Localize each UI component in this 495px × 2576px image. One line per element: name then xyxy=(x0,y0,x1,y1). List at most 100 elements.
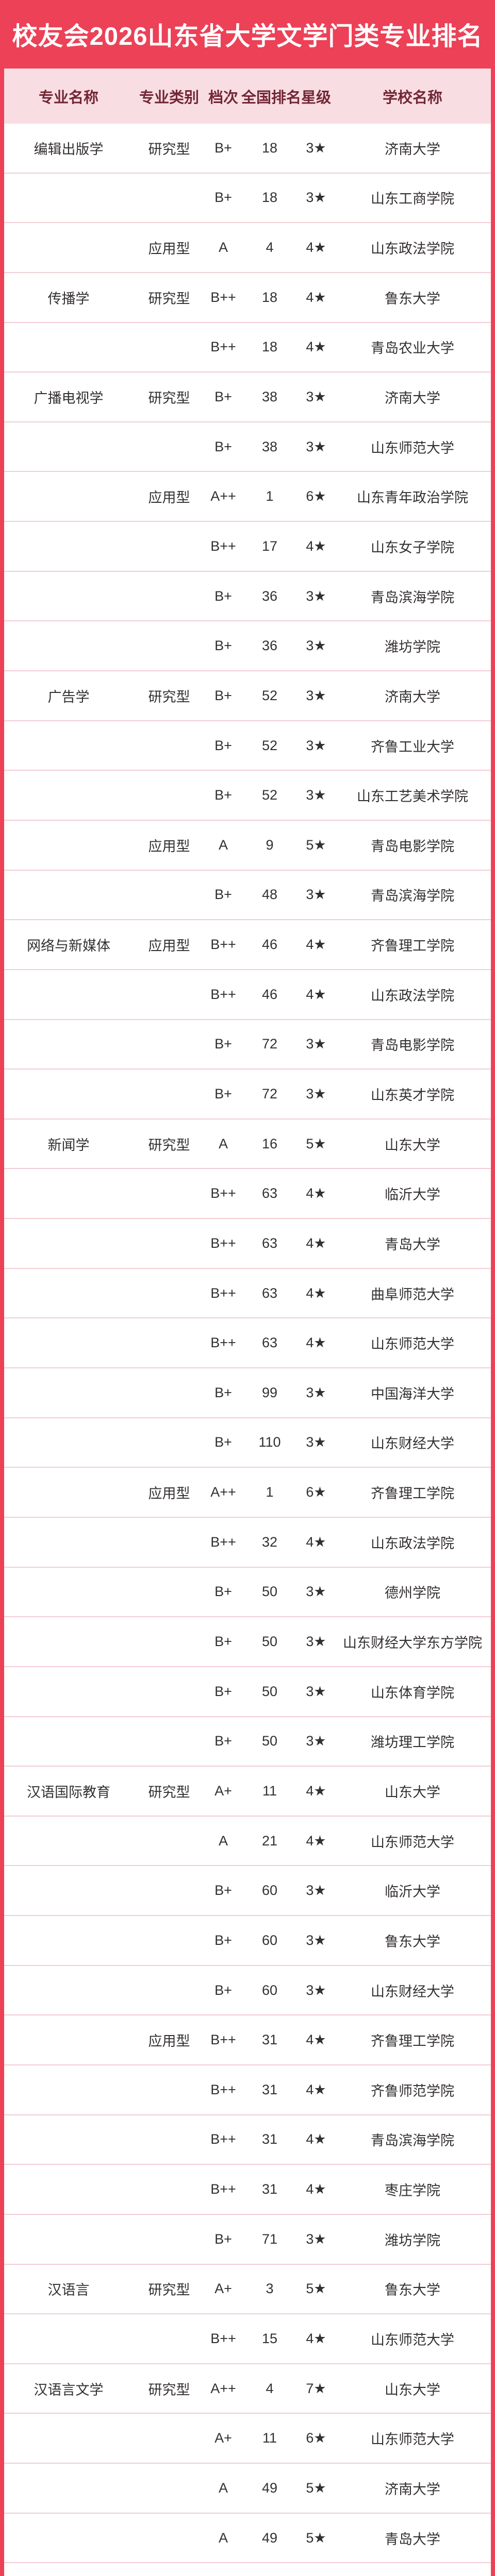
cell-rank: 11 xyxy=(262,2430,277,2446)
cell-type: 应用型 xyxy=(148,938,190,954)
table-row: B++ 32 4★ 山东政法学院 xyxy=(4,1518,491,1568)
cell-stars: 5★ xyxy=(306,2480,326,2496)
cell-rank: 99 xyxy=(261,1384,278,1400)
cell-grade: B+ xyxy=(214,1434,232,1450)
cell-school: 山东政法学院 xyxy=(371,988,454,1004)
cell-grade: A++ xyxy=(210,1484,236,1500)
cell-major: 网络与新媒体 xyxy=(27,938,110,954)
cell-stars: 3★ xyxy=(306,140,326,156)
table-row: B+ 72 3★ 青岛电影学院 xyxy=(4,1020,491,1070)
cell-school: 德州学院 xyxy=(385,1585,440,1601)
cell-stars: 3★ xyxy=(306,389,326,405)
cell-grade: B++ xyxy=(210,1335,236,1351)
cell-stars: 5★ xyxy=(306,837,326,853)
cell-rank: 63 xyxy=(261,1285,278,1301)
cell-rank: 46 xyxy=(261,937,278,953)
cell-stars: 6★ xyxy=(306,488,326,504)
table-body: 编辑出版学 研究型 B+ 18 3★ 济南大学 B+ 18 3★ 山东工商学院 … xyxy=(4,124,491,2576)
cell-grade: B+ xyxy=(214,1634,232,1650)
cell-rank: 4 xyxy=(266,2380,274,2396)
cell-rank: 48 xyxy=(261,887,278,903)
cell-stars: 3★ xyxy=(306,638,326,654)
cell-school: 潍坊学院 xyxy=(385,2232,440,2248)
cell-stars: 6★ xyxy=(306,1484,326,1500)
cell-rank: 31 xyxy=(261,2032,278,2048)
cell-grade: B+ xyxy=(214,1584,232,1600)
cell-major: 传播学 xyxy=(47,291,90,307)
cell-grade: A+ xyxy=(214,1783,232,1799)
cell-school: 青岛滨海学院 xyxy=(371,589,454,605)
cell-rank: 32 xyxy=(261,1534,278,1550)
cell-school: 山东工商学院 xyxy=(371,191,454,207)
cell-school: 齐鲁理工学院 xyxy=(371,1486,454,1502)
cell-grade: B+ xyxy=(214,687,232,703)
cell-school: 青岛滨海学院 xyxy=(371,888,454,904)
cell-stars: 4★ xyxy=(306,1783,326,1799)
cell-type: 应用型 xyxy=(148,241,190,257)
cell-type: 研究型 xyxy=(148,1784,190,1800)
cell-school: 青岛电影学院 xyxy=(371,838,454,854)
cell-stars: 3★ xyxy=(306,438,326,454)
cell-rank: 52 xyxy=(261,787,278,803)
cell-stars: 3★ xyxy=(306,737,326,753)
cell-rank: 18 xyxy=(261,289,278,305)
table-row: 应用型 A 9 5★ 青岛电影学院 xyxy=(4,821,491,871)
cell-stars: 3★ xyxy=(306,1883,326,1899)
cell-rank: 31 xyxy=(261,2181,278,2197)
cell-rank: 31 xyxy=(261,2131,278,2147)
table-row: B+ 60 3★ 山东财经大学 xyxy=(4,1966,491,2016)
cell-grade: A++ xyxy=(210,488,236,504)
table-row: 应用型 A 4 4★ 山东政法学院 xyxy=(4,223,491,273)
cell-stars: 4★ xyxy=(306,240,326,256)
cell-rank: 36 xyxy=(261,588,278,604)
cell-stars: 4★ xyxy=(306,289,326,305)
cell-school: 山东工艺美术学院 xyxy=(357,789,468,805)
cell-type: 研究型 xyxy=(148,1137,190,1153)
table-row: B+ 110 3★ 山东财经大学 xyxy=(4,1418,491,1468)
cell-grade: B+ xyxy=(214,190,232,206)
cell-school: 山东大学 xyxy=(385,2382,440,2398)
cell-stars: 3★ xyxy=(306,588,326,604)
cell-major: 广播电视学 xyxy=(34,391,104,406)
cell-school: 山东体育学院 xyxy=(371,1685,454,1701)
cell-rank: 50 xyxy=(261,1733,278,1749)
cell-major: 广告学 xyxy=(47,689,90,705)
cell-stars: 3★ xyxy=(306,1733,326,1749)
cell-school: 山东英才学院 xyxy=(371,1087,454,1103)
table-row: B+ 71 3★ 潍坊学院 xyxy=(4,2215,491,2265)
cell-grade: A++ xyxy=(210,2380,236,2396)
table-row: B+ 72 3★ 山东英才学院 xyxy=(4,1070,491,1120)
table-row: B+ 50 3★ 德州学院 xyxy=(4,1568,491,1618)
cell-stars: 3★ xyxy=(306,687,326,703)
cell-rank: 17 xyxy=(261,538,278,554)
table-row: B+ 50 3★ 潍坊理工学院 xyxy=(4,1717,491,1767)
cell-stars: 4★ xyxy=(306,937,326,953)
table-row: 传播学 研究型 B++ 18 4★ 鲁东大学 xyxy=(4,273,491,323)
cell-stars: 3★ xyxy=(306,1036,326,1052)
cell-stars: 4★ xyxy=(306,538,326,554)
cell-school: 山东师范大学 xyxy=(371,2432,454,2448)
cell-stars: 3★ xyxy=(306,1434,326,1450)
cell-type: 研究型 xyxy=(148,141,190,157)
cell-rank: 16 xyxy=(261,1136,278,1151)
cell-school: 山东师范大学 xyxy=(371,1834,454,1850)
cell-school: 山东政法学院 xyxy=(371,1535,454,1551)
cell-grade: B++ xyxy=(210,2131,236,2147)
table-row: 应用型 A++ 1 6★ 山东青年政治学院 xyxy=(4,472,491,522)
cell-grade: B++ xyxy=(210,1185,236,1201)
cell-rank: 18 xyxy=(261,339,278,355)
table-header-row: 专业名称 专业类别 档次 全国排名 星级 学校名称 xyxy=(4,69,491,124)
cell-stars: 3★ xyxy=(306,887,326,903)
table-row: B+ 60 3★ 鲁东大学 xyxy=(4,1916,491,1966)
cell-school: 青岛滨海学院 xyxy=(371,2133,454,2149)
cell-school: 济南大学 xyxy=(385,689,440,705)
cell-rank: 31 xyxy=(261,2081,278,2097)
table-row: B++ 31 4★ 齐鲁师范学院 xyxy=(4,2065,491,2115)
cell-major: 新闻学 xyxy=(47,1137,90,1153)
table-row: 网络与新媒体 应用型 B++ 46 4★ 齐鲁理工学院 xyxy=(4,920,491,970)
cell-rank: 63 xyxy=(261,1335,278,1351)
cell-grade: B+ xyxy=(214,588,232,604)
cell-stars: 4★ xyxy=(306,1285,326,1301)
cell-grade: B+ xyxy=(214,140,232,156)
cell-rank: 72 xyxy=(261,1036,278,1052)
